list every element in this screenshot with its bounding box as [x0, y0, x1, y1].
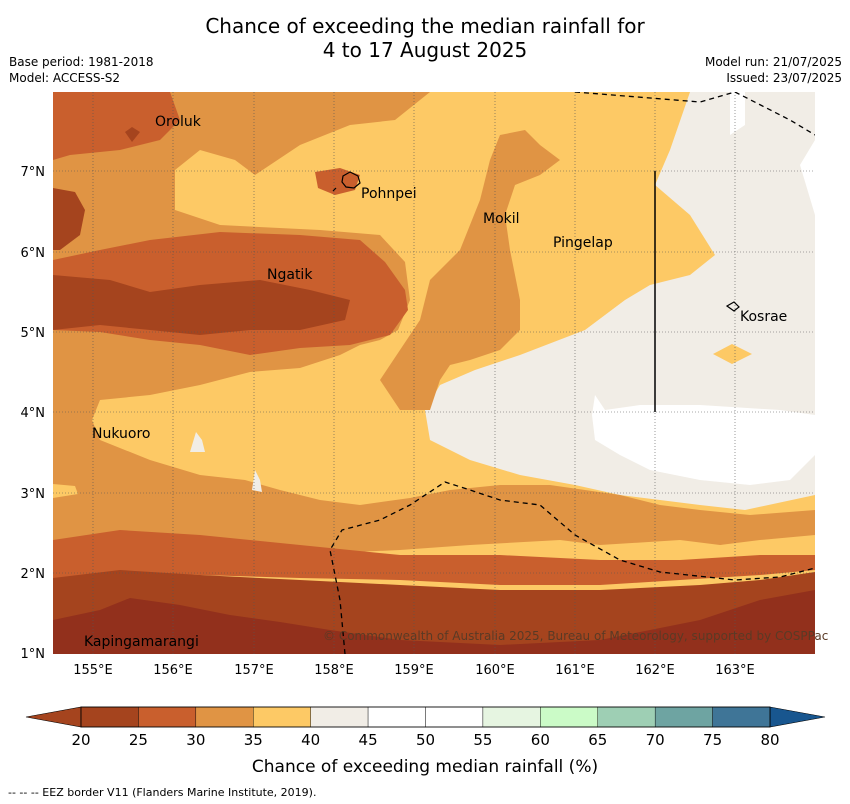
lon-tick-label: 163°E — [715, 663, 755, 678]
colorbar-segment — [195, 706, 254, 728]
lat-tick-label: 4°N — [21, 406, 46, 421]
rainfall-probability-field — [53, 92, 815, 654]
place-label-ngatik: Ngatik — [267, 267, 313, 283]
lon-tick-label: 162°E — [635, 663, 675, 678]
colorbar-segment — [654, 706, 713, 728]
lat-tick-label: 1°N — [21, 647, 46, 662]
colorbar-high-arrow — [769, 706, 826, 728]
lon-tick-label: 160°E — [475, 663, 515, 678]
place-label-pohnpei: Pohnpei — [361, 186, 417, 202]
map-title-line1: Chance of exceeding the median rainfall … — [205, 14, 645, 38]
model-text: Model: ACCESS-S2 — [9, 71, 121, 85]
place-label-kosrae: Kosrae — [740, 309, 787, 325]
lat-tick-label: 6°N — [21, 246, 46, 261]
place-label-nukuoro: Nukuoro — [92, 426, 150, 442]
place-label-mokil: Mokil — [483, 211, 520, 227]
colorbar-tick-label: 30 — [186, 731, 205, 749]
map-gridlines — [53, 92, 815, 654]
colorbar-segment — [80, 706, 139, 728]
colorbar-segment — [310, 706, 369, 728]
colorbar-segment — [482, 706, 541, 728]
colorbar-tick-label: 60 — [531, 731, 550, 749]
colorbar-segment — [712, 706, 771, 728]
lat-tick-label: 7°N — [21, 165, 46, 180]
colorbar-tick-label: 50 — [416, 731, 435, 749]
eez-border — [329, 92, 815, 654]
lon-tick-label: 161°E — [555, 663, 595, 678]
lat-tick-label: 3°N — [21, 487, 46, 502]
colorbar-label: Chance of exceeding median rainfall (%) — [251, 757, 599, 777]
lon-tick-label: 159°E — [394, 663, 434, 678]
colorbar-segment — [540, 706, 598, 728]
place-labels: Oroluk Pohnpei Mokil Pingelap Ngatik Kos… — [84, 114, 787, 650]
colorbar-tick-label: 40 — [301, 731, 320, 749]
model-run-text: Model run: 21/07/2025 — [704, 55, 842, 69]
colorbar-tick-label: 65 — [588, 731, 607, 749]
colorbar-tick-label: 75 — [703, 731, 722, 749]
lon-tick-label: 156°E — [153, 663, 193, 678]
island-outlines — [332, 171, 740, 312]
issued-text: Issued: 23/07/2025 — [726, 71, 842, 85]
colorbar-tick-label: 35 — [244, 731, 263, 749]
lon-tick-label: 155°E — [73, 663, 113, 678]
colorbar-segment — [367, 706, 426, 728]
colorbar-segment — [253, 706, 311, 728]
colorbar-tick-label: 20 — [71, 731, 90, 749]
colorbar-segment — [597, 706, 656, 728]
place-label-oroluk: Oroluk — [155, 114, 202, 130]
place-label-pingelap: Pingelap — [553, 235, 613, 251]
place-label-kapingamarangi: Kapingamarangi — [84, 634, 199, 650]
colorbar-tick-label: 45 — [359, 731, 378, 749]
colorbar-segment — [138, 706, 197, 728]
copyright-text: © Commonwealth of Australia 2025, Bureau… — [323, 629, 828, 643]
colorbar-segment — [425, 706, 484, 728]
base-period-text: Base period: 1981-2018 — [9, 55, 154, 69]
colorbar-tick-label: 70 — [646, 731, 665, 749]
colorbar: 20 25 30 35 40 45 50 55 60 65 70 75 80 — [25, 706, 826, 749]
colorbar-tick-label: 55 — [473, 731, 492, 749]
map-title-line2: 4 to 17 August 2025 — [322, 38, 528, 62]
colorbar-tick-label: 25 — [129, 731, 148, 749]
lon-tick-label: 157°E — [234, 663, 274, 678]
colorbar-tick-label: 80 — [760, 731, 779, 749]
eez-legend-note: -- -- -- EEZ border V11 (Flanders Marine… — [8, 786, 317, 799]
lon-tick-label: 158°E — [314, 663, 354, 678]
lat-tick-label: 5°N — [21, 326, 46, 341]
colorbar-low-arrow — [25, 706, 82, 728]
lat-tick-label: 2°N — [21, 567, 46, 582]
latitude-tick-labels: 1°N 2°N 3°N 4°N 5°N 6°N 7°N — [21, 165, 46, 662]
longitude-tick-labels: 155°E 156°E 157°E 158°E 159°E 160°E 161°… — [73, 663, 755, 678]
